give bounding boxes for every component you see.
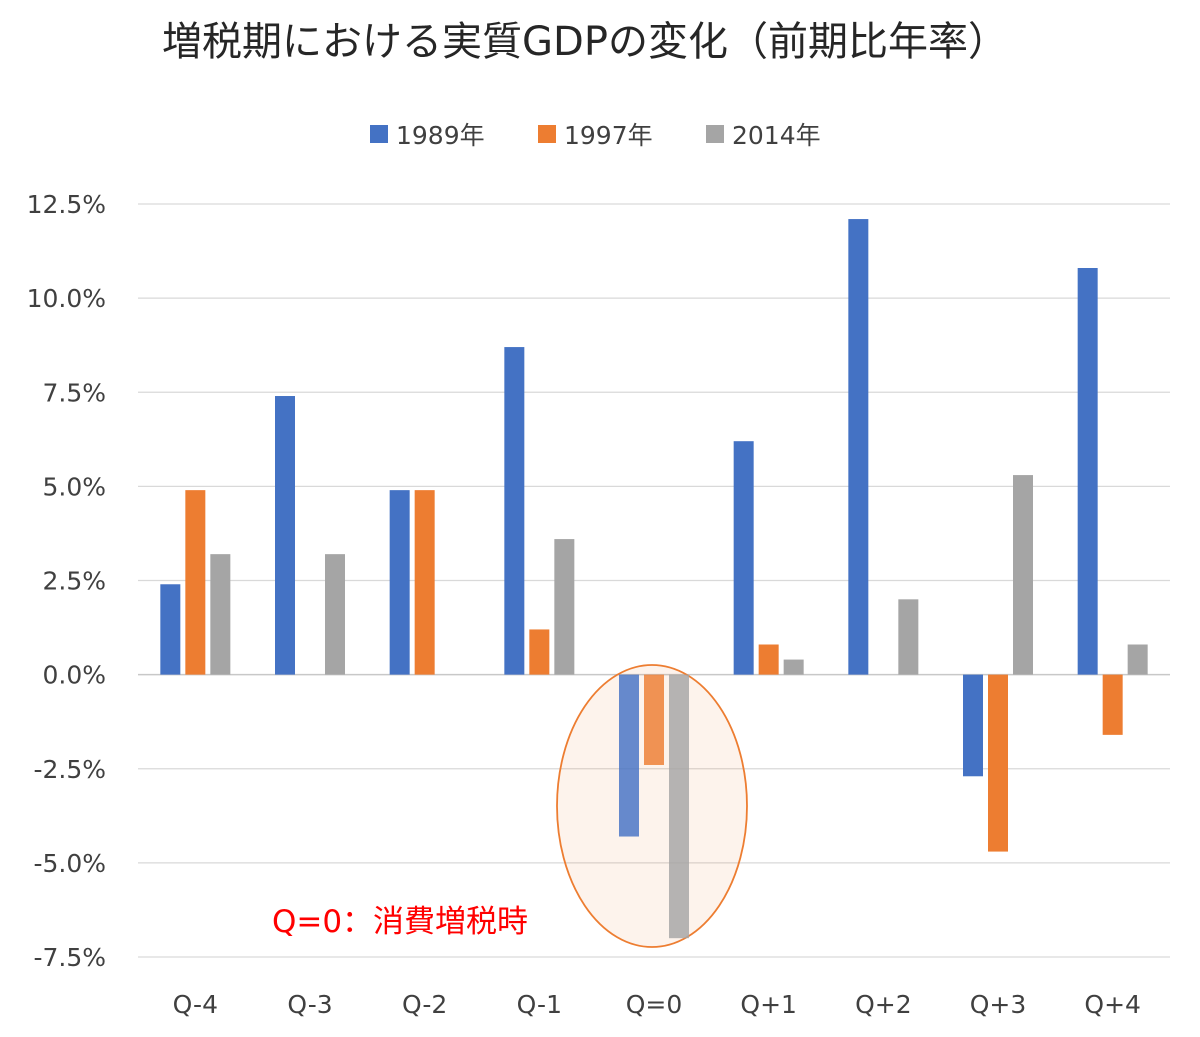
bar [644, 674, 664, 765]
bar [619, 674, 639, 837]
legend-label: 1989年 [396, 121, 485, 150]
highlight-ellipse [556, 664, 748, 948]
bar [783, 659, 804, 675]
bar [275, 396, 295, 675]
x-tick-label: Q-4 [173, 990, 218, 1019]
x-tick-label: Q=0 [626, 990, 683, 1019]
legend-swatch [370, 125, 388, 143]
bar [963, 674, 983, 777]
bar [1102, 674, 1123, 735]
bar [898, 599, 919, 675]
bar [160, 584, 181, 675]
x-axis-tick-labels: Q-4 Q-3 Q-2 Q-1 Q=0 Q+1 Q+2 Q+3 Q+4 [173, 990, 1141, 1019]
bar [389, 490, 410, 675]
legend: 1989年 1997年 2014年 [370, 121, 821, 150]
bar [1077, 268, 1098, 675]
bar [504, 347, 525, 675]
y-tick-label: 10.0% [27, 284, 106, 313]
legend-swatch [538, 125, 556, 143]
bar [185, 490, 206, 675]
bar [210, 554, 231, 675]
y-tick-label: -5.0% [33, 849, 106, 878]
annotation-consumption-tax: Q=0：消費増税時 [272, 904, 528, 940]
y-axis-tick-labels: 12.5% 10.0% 7.5% 5.0% 2.5% 0.0% -2.5% -5.0% -7.5… [27, 190, 106, 972]
x-tick-label: Q-1 [517, 990, 562, 1019]
bar [554, 539, 575, 675]
x-tick-label: Q+2 [855, 990, 912, 1019]
x-tick-label: Q+1 [740, 990, 797, 1019]
bar [414, 490, 435, 675]
x-tick-label: Q+3 [970, 990, 1027, 1019]
x-tick-label: Q-2 [402, 990, 447, 1019]
bars-group [160, 219, 1148, 939]
bar [733, 441, 754, 675]
bar [1127, 644, 1148, 675]
bar [758, 644, 779, 675]
y-tick-label: -2.5% [33, 755, 106, 784]
bar [848, 219, 869, 675]
y-tick-label: 2.5% [42, 567, 106, 596]
chart-title: 増税期における実質GDPの変化（前期比年率） [162, 19, 1008, 65]
y-tick-label: 7.5% [42, 378, 106, 407]
bar [669, 674, 689, 939]
legend-label: 2014年 [732, 121, 821, 150]
highlight-group [556, 664, 748, 948]
y-tick-label: -7.5% [33, 943, 106, 972]
bar [1013, 475, 1033, 675]
legend-label: 1997年 [564, 121, 653, 150]
bar [325, 554, 345, 675]
bar [529, 629, 550, 675]
x-tick-label: Q+4 [1084, 990, 1141, 1019]
legend-swatch [706, 125, 724, 143]
bar [988, 674, 1008, 852]
y-tick-label: 12.5% [27, 190, 106, 219]
x-tick-label: Q-3 [287, 990, 332, 1019]
y-tick-label: 5.0% [42, 472, 106, 501]
y-tick-label: 0.0% [42, 661, 106, 690]
